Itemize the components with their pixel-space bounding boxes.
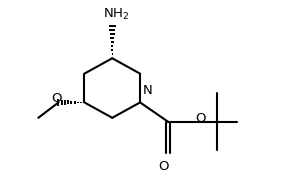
Text: O: O [158, 160, 168, 173]
Text: NH$_2$: NH$_2$ [103, 7, 129, 22]
Text: O: O [51, 93, 62, 106]
Text: N: N [143, 84, 153, 97]
Text: O: O [195, 112, 206, 125]
